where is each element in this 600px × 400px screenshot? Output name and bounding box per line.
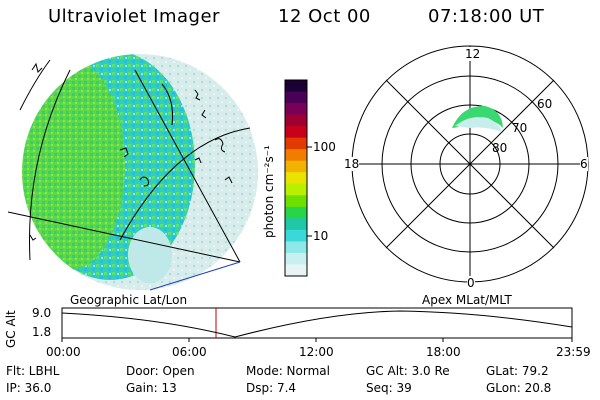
info-ip: IP: 36.0 xyxy=(6,381,52,395)
info-mode: Mode: Normal xyxy=(246,364,330,378)
info-gc-alt: GC Alt: 3.0 Re xyxy=(366,364,450,378)
colorbar-segment xyxy=(285,183,307,196)
info-flt: Flt: LBHL xyxy=(6,364,60,378)
mlt-18-label: 18 xyxy=(344,157,360,171)
colorbar-segment xyxy=(285,241,307,254)
right-caption: Apex MLat/MLT xyxy=(422,293,512,307)
orbit-xtick-1200: 12:00 xyxy=(299,345,334,359)
instrument-title: Ultraviolet Imager xyxy=(48,6,220,27)
orbit-ytick-1-8: 1.8 xyxy=(32,325,52,339)
info-glon: GLon: 20.8 xyxy=(486,381,552,395)
info-glat: GLat: 79.2 xyxy=(486,364,549,378)
colorbar-tick-10: 10 xyxy=(313,229,329,243)
colorbar-segment xyxy=(285,252,307,265)
orbit-xtick-2359: 23:59 xyxy=(556,345,591,359)
orbit-xtick-0600: 06:00 xyxy=(172,345,207,359)
colorbar-segment xyxy=(285,137,307,150)
orbit-ylabel: GC Alt xyxy=(4,310,18,348)
colorbar-segment xyxy=(285,206,307,219)
colorbar-segment xyxy=(285,160,307,173)
mlat-60-label: 60 xyxy=(537,97,553,111)
info-door: Door: Open xyxy=(126,364,195,378)
colorbar-segment xyxy=(285,91,307,104)
colorbar-segment xyxy=(285,229,307,242)
time-label: 07:18:00 UT xyxy=(428,6,545,27)
colorbar-segment xyxy=(285,114,307,127)
orbit-xtick-0000: 00:00 xyxy=(46,345,81,359)
orbit-xtick-1800: 18:00 xyxy=(426,345,461,359)
colorbar-segment xyxy=(285,126,307,139)
mlat-80-label: 80 xyxy=(492,141,508,155)
info-seq: Seq: 39 xyxy=(366,381,412,395)
info-gain: Gain: 13 xyxy=(126,381,177,395)
colorbar-segment xyxy=(285,218,307,231)
colorbar-segment xyxy=(285,264,307,277)
mlt-0-label: 0 xyxy=(467,276,475,290)
orbit-ytick-9: 9.0 xyxy=(32,306,52,320)
colorbar-segment xyxy=(285,195,307,208)
colorbar-segment xyxy=(285,172,307,185)
colorbar-tick-100: 100 xyxy=(313,140,336,154)
mlt-6-label: 6 xyxy=(580,157,588,171)
colorbar-segment xyxy=(285,80,307,93)
info-dsp: Dsp: 7.4 xyxy=(246,381,297,395)
mlt-12-label: 12 xyxy=(465,47,481,61)
colorbar-segment xyxy=(285,103,307,116)
mlat-70-label: 70 xyxy=(512,121,528,135)
left-caption: Geographic Lat/Lon xyxy=(70,293,188,307)
colorbar-segment xyxy=(285,149,307,162)
date-label: 12 Oct 00 xyxy=(278,6,371,27)
